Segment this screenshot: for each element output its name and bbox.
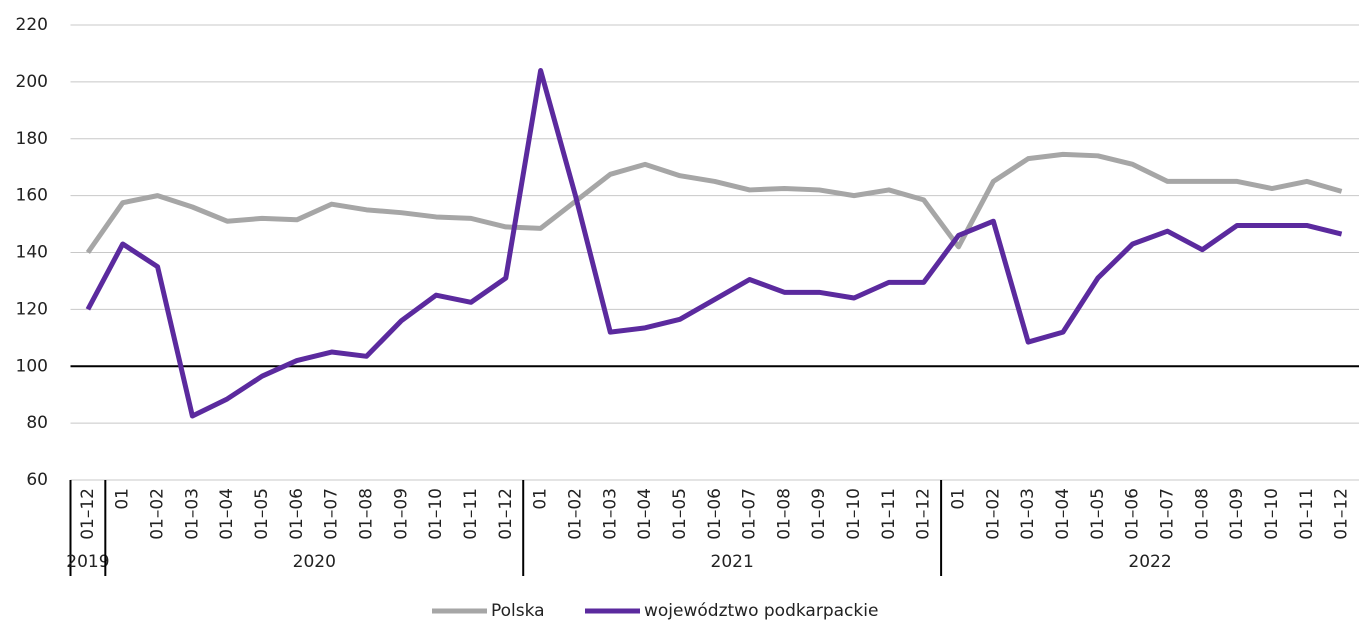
y-tick-label: 120 bbox=[16, 299, 48, 319]
y-tick-label: 200 bbox=[16, 72, 48, 92]
x-tick-label: 01 bbox=[531, 488, 551, 510]
y-tick-label: 80 bbox=[26, 413, 48, 433]
x-tick-label: 01–04 bbox=[217, 488, 237, 540]
x-tick-label: 01–07 bbox=[1157, 488, 1177, 540]
x-tick-label: 01–06 bbox=[1123, 488, 1143, 540]
x-tick-label: 01–03 bbox=[1018, 488, 1038, 540]
x-tick-label: 01–12 bbox=[496, 488, 516, 540]
x-tick-label: 01–03 bbox=[182, 488, 202, 540]
series-line bbox=[85, 151, 1343, 254]
x-tick-label: 01–02 bbox=[565, 488, 585, 540]
y-tick-label: 60 bbox=[26, 470, 48, 490]
x-tick-label: 01–08 bbox=[774, 488, 794, 540]
x-tick-label: 01–09 bbox=[1227, 488, 1247, 540]
x-tick-label: 01 bbox=[113, 488, 133, 510]
x-tick-label: 01–05 bbox=[1088, 488, 1108, 540]
series-line bbox=[85, 68, 1343, 419]
x-tick-label: 01 bbox=[949, 488, 969, 510]
x-tick-label: 01–10 bbox=[844, 488, 864, 540]
group-label: 2019 bbox=[66, 552, 109, 572]
group-label: 2020 bbox=[293, 552, 336, 572]
legend-label: województwo podkarpackie bbox=[644, 601, 878, 621]
x-tick-label: 01–12 bbox=[914, 488, 934, 540]
y-tick-label: 220 bbox=[16, 15, 48, 35]
x-tick-label: 01–04 bbox=[1053, 488, 1073, 540]
x-tick-label: 01–02 bbox=[148, 488, 168, 540]
x-tick-label: 01–08 bbox=[1192, 488, 1212, 540]
x-tick-label: 01–08 bbox=[357, 488, 377, 540]
x-tick-label: 01–02 bbox=[983, 488, 1003, 540]
x-tick-label: 01–05 bbox=[670, 488, 690, 540]
x-tick-label: 01–09 bbox=[809, 488, 829, 540]
x-tick-label: 01–07 bbox=[322, 488, 342, 540]
y-tick-label: 100 bbox=[16, 356, 48, 376]
y-tick-label: 140 bbox=[16, 243, 48, 263]
x-tick-label: 01–06 bbox=[287, 488, 307, 540]
x-tick-label: 01–03 bbox=[600, 488, 620, 540]
x-tick-label: 01–10 bbox=[426, 488, 446, 540]
x-tick-label: 01–11 bbox=[461, 488, 481, 540]
x-tick-label: 01–11 bbox=[879, 488, 899, 540]
x-tick-label: 01–09 bbox=[391, 488, 411, 540]
x-tick-label: 01–06 bbox=[705, 488, 725, 540]
x-tick-label: 01–05 bbox=[252, 488, 272, 540]
group-label: 2022 bbox=[1128, 552, 1171, 572]
y-tick-label: 160 bbox=[16, 186, 48, 206]
x-tick-label: 01–12 bbox=[1332, 488, 1352, 540]
group-label: 2021 bbox=[711, 552, 754, 572]
x-tick-label: 01–07 bbox=[740, 488, 760, 540]
x-tick-label: 01–04 bbox=[635, 488, 655, 540]
x-tick-label: 01–11 bbox=[1297, 488, 1317, 540]
x-tick-label: 01–12 bbox=[78, 488, 98, 540]
x-tick-label: 01–10 bbox=[1262, 488, 1282, 540]
y-tick-label: 180 bbox=[16, 129, 48, 149]
legend-label: Polska bbox=[491, 601, 545, 621]
